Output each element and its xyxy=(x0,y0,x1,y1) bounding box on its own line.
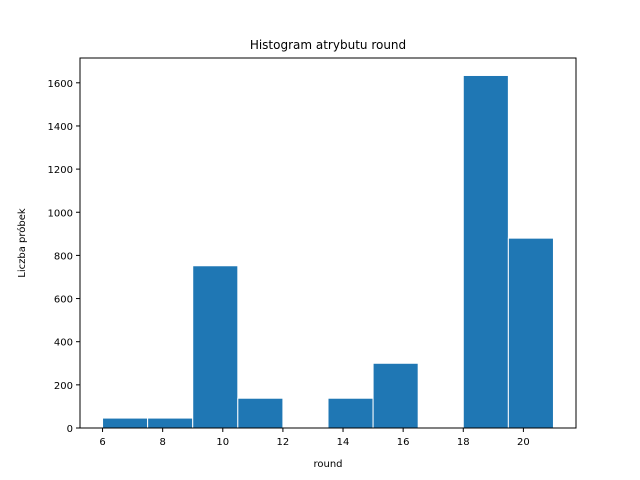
y-tick-label: 1200 xyxy=(48,165,73,176)
y-axis-label: Liczba próbek xyxy=(16,208,28,278)
bars-group xyxy=(102,74,554,429)
histogram-bar-1 xyxy=(147,417,194,429)
x-axis-ticks: 6 8 10 12 14 16 18 20 xyxy=(99,428,530,448)
y-tick-label: 1600 xyxy=(48,79,73,90)
x-tick-label: 10 xyxy=(216,437,229,448)
y-tick-label: 1400 xyxy=(48,122,73,133)
y-tick-label: 1000 xyxy=(48,208,73,219)
histogram-bar-5 xyxy=(327,397,374,429)
y-tick-label: 200 xyxy=(54,381,73,392)
x-tick-label: 8 xyxy=(159,437,165,448)
x-tick-label: 12 xyxy=(277,437,290,448)
x-tick-label: 18 xyxy=(457,437,470,448)
plot-frame xyxy=(79,57,577,429)
histogram-bar-0 xyxy=(102,417,149,429)
x-tick-label: 6 xyxy=(99,437,105,448)
y-axis-ticks: 0 200 400 600 800 1000 1200 1400 1600 xyxy=(48,79,80,435)
chart-title: Histogram atrybutu round xyxy=(250,38,406,52)
x-axis-label: round xyxy=(313,459,342,470)
histogram-bar-3 xyxy=(237,397,284,429)
x-tick-label: 20 xyxy=(517,437,530,448)
y-tick-label: 400 xyxy=(54,338,73,349)
x-tick-label: 14 xyxy=(337,437,350,448)
y-tick-label: 0 xyxy=(67,424,73,435)
y-tick-label: 800 xyxy=(54,251,73,262)
histogram-bar-6 xyxy=(372,362,419,429)
histogram-bar-8 xyxy=(462,74,509,429)
x-tick-label: 16 xyxy=(397,437,410,448)
histogram-bar-9 xyxy=(507,237,554,429)
histogram-bar-2 xyxy=(192,265,239,429)
y-tick-label: 600 xyxy=(54,295,73,306)
